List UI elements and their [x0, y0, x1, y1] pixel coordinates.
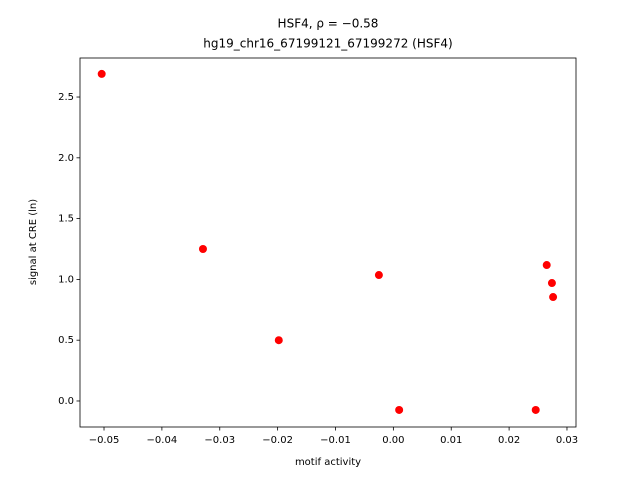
x-tick-label: 0.01 — [440, 435, 462, 446]
point — [547, 279, 556, 288]
y-tick-label: 1.0 — [58, 274, 74, 285]
point — [531, 405, 540, 414]
x-tick-label: 0.02 — [498, 435, 520, 446]
y-tick-label: 2.5 — [58, 92, 74, 103]
point — [198, 245, 207, 254]
y-tick-label: 0.0 — [58, 396, 74, 407]
y-tick-label: 0.5 — [58, 335, 74, 346]
y-tick-label: 2.0 — [58, 153, 74, 164]
x-tick-label: −0.02 — [262, 435, 293, 446]
point — [549, 293, 558, 302]
x-tick-label: −0.05 — [89, 435, 120, 446]
y-axis-label: signal at CRE (ln) — [28, 199, 39, 285]
point — [542, 261, 551, 270]
x-tick-label: −0.04 — [147, 435, 178, 446]
chart-subtitle: hg19_chr16_67199121_67199272 (HSF4) — [203, 37, 452, 51]
chart-title: HSF4, ρ = −0.58 — [278, 17, 379, 31]
point — [374, 271, 383, 280]
point — [395, 405, 404, 414]
plot-frame — [79, 57, 577, 428]
x-tick-label: −0.01 — [320, 435, 351, 446]
x-tick-label: 0.00 — [382, 435, 404, 446]
point — [97, 69, 106, 78]
x-axis-label: motif activity — [295, 457, 361, 468]
x-tick-label: −0.03 — [204, 435, 235, 446]
x-tick-label: 0.03 — [556, 435, 578, 446]
point — [274, 336, 283, 345]
y-tick-label: 1.5 — [58, 214, 74, 225]
